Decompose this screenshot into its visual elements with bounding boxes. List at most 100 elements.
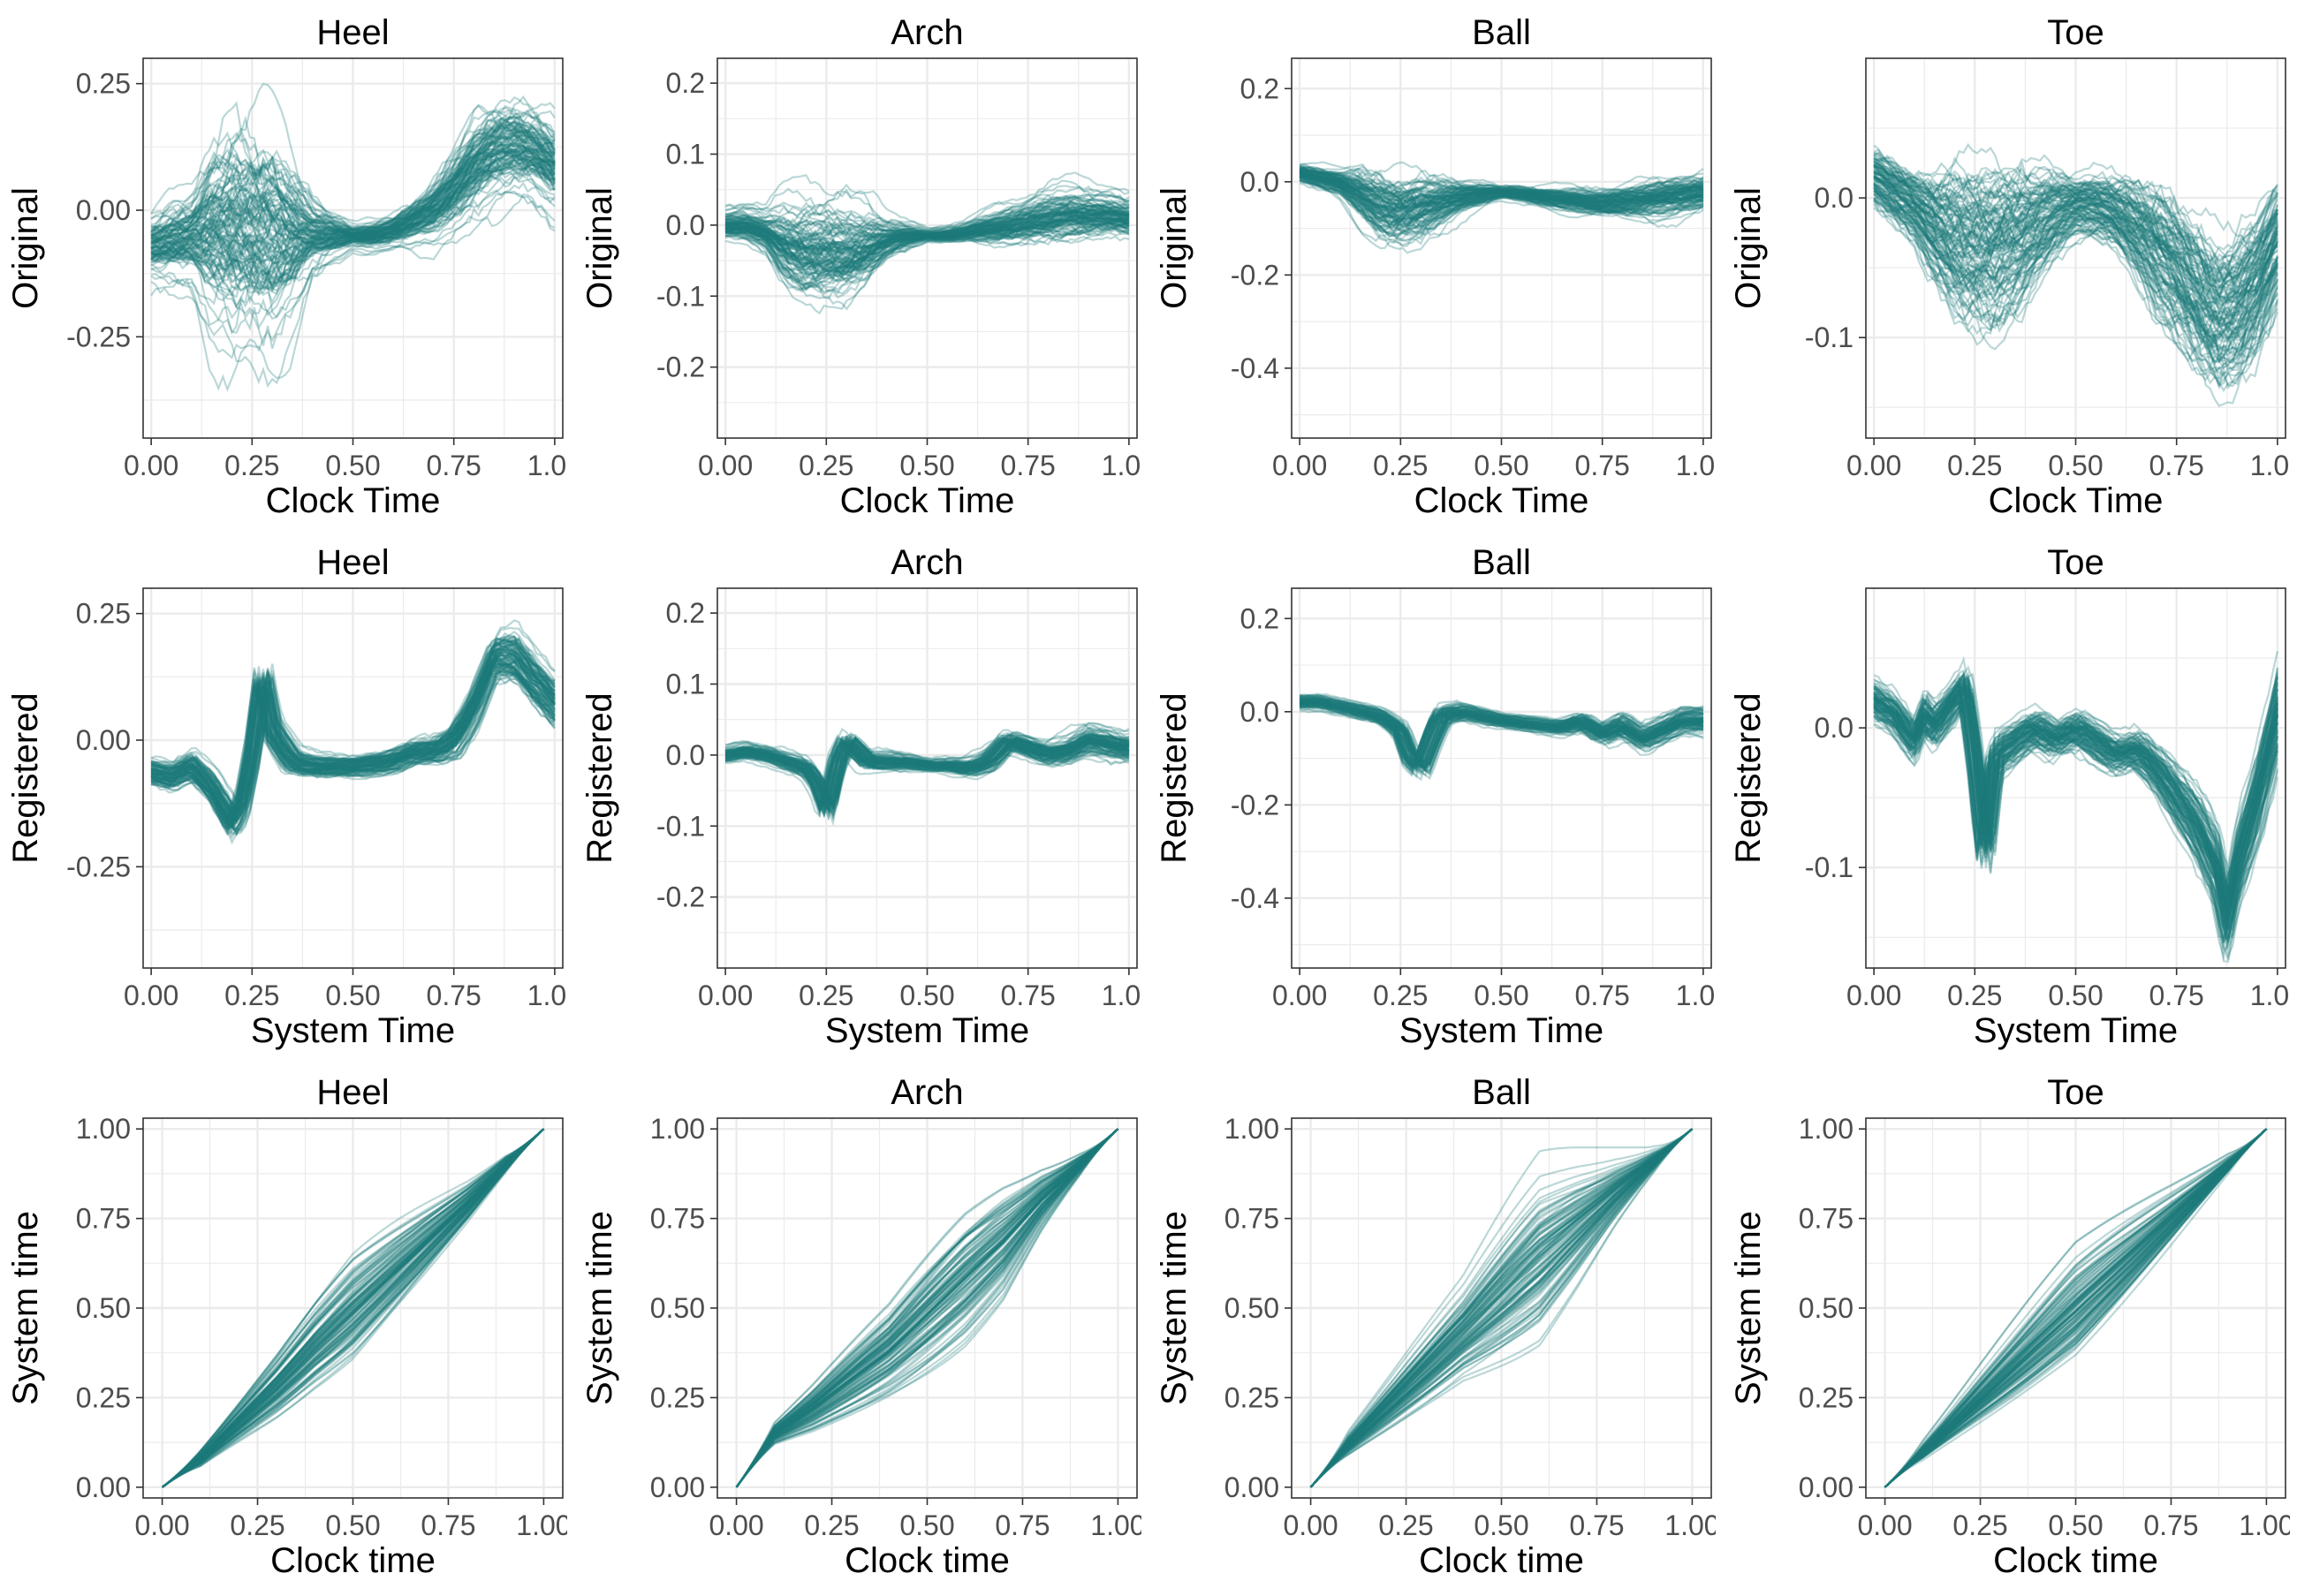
series-curve [151, 111, 556, 230]
series-curve [161, 1128, 545, 1488]
series-curve [161, 1128, 545, 1488]
series-curve [724, 200, 1129, 243]
series-curve [725, 219, 1130, 290]
series-curve [150, 193, 556, 393]
series-curve [1300, 700, 1704, 768]
series-curve [1873, 165, 2278, 299]
y-tick-label: 0.25 [650, 1381, 705, 1413]
series-curve [1309, 1128, 1694, 1488]
series-curve [735, 1128, 1119, 1488]
series-curve [1309, 1128, 1694, 1488]
series-curve [1884, 1128, 2268, 1488]
series-curve [1299, 703, 1704, 772]
series-curve [151, 648, 556, 818]
series-curve [161, 1128, 545, 1488]
curve-group [150, 82, 556, 393]
series-curve [735, 1128, 1119, 1488]
gridlines [717, 58, 1137, 438]
x-tick-label: 0.75 [1575, 980, 1630, 1011]
series-curve [150, 671, 556, 833]
panel-title: Heel [316, 543, 389, 582]
series-curve [725, 735, 1130, 806]
series-curve [1299, 705, 1704, 776]
series-curve [1309, 1128, 1694, 1488]
series-curve [1873, 163, 2278, 286]
series-curve [1300, 694, 1703, 757]
x-tick-label: 1.00 [2250, 450, 2290, 481]
series-curve [1873, 173, 2278, 289]
series-curve [1873, 693, 2278, 927]
y-tick-label: 0.25 [1799, 1381, 1854, 1413]
series-curve [1873, 697, 2278, 939]
series-curve [1299, 173, 1704, 220]
series-curve [1873, 685, 2278, 914]
series-curve [150, 643, 556, 818]
series-curve [1873, 166, 2278, 305]
series-curve [1873, 200, 2278, 407]
series-curve [735, 1128, 1119, 1488]
series-curve [724, 235, 1130, 315]
series-curve [1884, 1128, 2268, 1488]
series-curve [1884, 1128, 2268, 1488]
series-curve [1300, 170, 1704, 212]
series-curve [150, 632, 556, 808]
series-curve [150, 659, 556, 823]
series-curve [724, 738, 1130, 806]
series-curve [1299, 174, 1704, 231]
series-curve [161, 1128, 545, 1488]
series-curve [1299, 700, 1704, 768]
x-tick-label: 0.75 [427, 980, 481, 1011]
series-curve [735, 1128, 1119, 1488]
series-curve [1873, 697, 2278, 960]
series-curve [150, 649, 556, 823]
series-curve [1300, 176, 1704, 223]
series-curve [1309, 1128, 1694, 1488]
series-curve [724, 745, 1129, 813]
series-curve [150, 145, 556, 281]
series-curve [1300, 176, 1704, 235]
series-curve [724, 733, 1130, 808]
series-curve [150, 653, 556, 827]
series-curve [735, 1128, 1119, 1488]
series-curve [724, 218, 1130, 284]
series-curve [735, 1128, 1119, 1488]
series-curve [724, 736, 1130, 812]
series-curve [1309, 1128, 1694, 1488]
series-curve [1873, 674, 2278, 879]
series-curve [161, 1128, 545, 1488]
series-curve [725, 222, 1130, 291]
x-tick-label: 0.50 [899, 980, 954, 1011]
series-curve [1873, 705, 2278, 943]
series-curve [1309, 1128, 1694, 1488]
series-curve [1873, 161, 2278, 340]
x-axis-label: System Time [251, 1011, 455, 1050]
series-curve [1300, 702, 1704, 768]
series-curve [150, 141, 556, 270]
series-curve [1309, 1128, 1694, 1488]
series-curve [1884, 1128, 2268, 1488]
series-curve [1299, 171, 1704, 205]
series-curve [1300, 698, 1704, 760]
series-curve [1884, 1128, 2268, 1488]
series-curve [150, 666, 556, 837]
series-curve [724, 214, 1130, 281]
series-curve [1299, 179, 1704, 243]
x-tick-label: 0.50 [899, 1509, 954, 1541]
series-curve [1299, 166, 1703, 198]
series-curve [1309, 1128, 1694, 1488]
x-tick-label: 1.00 [1090, 1509, 1141, 1541]
series-curve [1873, 182, 2278, 343]
series-curve [1309, 1128, 1694, 1488]
series-curve [1309, 1128, 1694, 1488]
series-curve [161, 1128, 545, 1488]
series-curve [1873, 688, 2278, 915]
series-curve [724, 216, 1130, 270]
panel-ball-registered: 0.000.250.500.751.00-0.4-0.20.00.2BallSy… [1150, 532, 1731, 1062]
y-axis-label: Original [1729, 187, 1768, 309]
series-curve [1299, 177, 1703, 224]
series-curve [724, 743, 1130, 813]
panel-arch-system-time: 0.00 0.25 0.50 0.75 1.00 0.00 0.25 0.50 0.75 1.00… [576, 1062, 1146, 1592]
series-curve [161, 1128, 545, 1488]
series-curve [735, 1128, 1119, 1488]
